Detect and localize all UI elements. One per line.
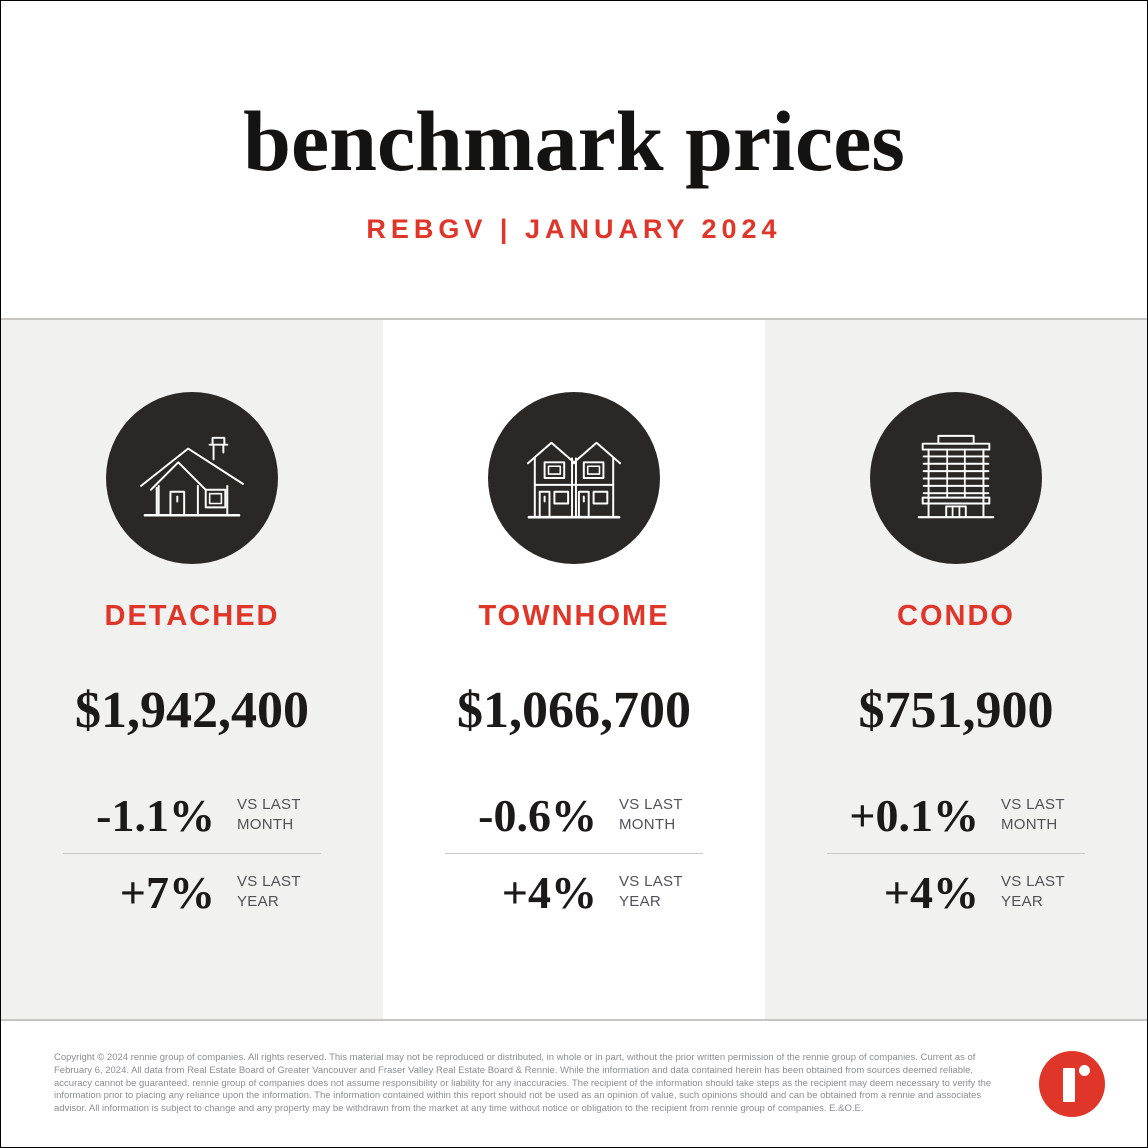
column-townhome: TOWNHOME $1,066,700 -0.6% VS LAST MONTH … <box>383 320 765 1019</box>
footer: Copyright © 2024 rennie group of compani… <box>1 1021 1147 1147</box>
column-condo: CONDO $751,900 +0.1% VS LAST MONTH +4% V… <box>765 320 1147 1019</box>
stats-townhome: -0.6% VS LAST MONTH +4% VS LAST YEAR <box>445 777 703 930</box>
main-columns: DETACHED $1,942,400 -1.1% VS LAST MONTH … <box>1 320 1147 1021</box>
stats-detached: -1.1% VS LAST MONTH +7% VS LAST YEAR <box>63 777 321 930</box>
stat-value: -1.1% <box>96 789 215 841</box>
page-title: benchmark prices <box>243 93 905 189</box>
townhome-icon <box>488 392 660 564</box>
benchmark-price-detached: $1,942,400 <box>75 682 309 739</box>
header: benchmark prices REBGV | JANUARY 2024 <box>1 1 1147 320</box>
stat-divider <box>63 853 321 854</box>
stat-label: VS LAST MONTH <box>619 795 683 833</box>
rennie-logo-icon <box>1039 1051 1105 1117</box>
stat-value: -0.6% <box>478 789 597 841</box>
stat-value: +4% <box>501 866 597 918</box>
stat-value: +4% <box>883 866 979 918</box>
stat-vs-last-year: +4% VS LAST YEAR <box>827 854 1085 930</box>
category-label-condo: CONDO <box>897 600 1015 632</box>
stat-divider <box>827 853 1085 854</box>
stat-vs-last-year: +4% VS LAST YEAR <box>445 854 703 930</box>
stat-value: +0.1% <box>849 789 979 841</box>
page-subtitle: REBGV | JANUARY 2024 <box>366 214 782 244</box>
disclaimer-text: Copyright © 2024 rennie group of compani… <box>54 1051 992 1115</box>
category-label-detached: DETACHED <box>104 600 280 632</box>
stat-label: VS LAST YEAR <box>1001 872 1065 910</box>
stat-label: VS LAST YEAR <box>619 872 683 910</box>
category-label-townhome: TOWNHOME <box>478 600 670 632</box>
stat-divider <box>445 853 703 854</box>
stat-label: VS LAST MONTH <box>237 795 301 833</box>
benchmark-price-condo: $751,900 <box>858 682 1054 739</box>
stat-vs-last-month: -1.1% VS LAST MONTH <box>63 777 321 853</box>
stat-label: VS LAST YEAR <box>237 872 301 910</box>
rennie-logo-bar <box>1063 1068 1075 1102</box>
stat-label: VS LAST MONTH <box>1001 795 1065 833</box>
stats-condo: +0.1% VS LAST MONTH +4% VS LAST YEAR <box>827 777 1085 930</box>
benchmark-price-townhome: $1,066,700 <box>457 682 691 739</box>
stat-value: +7% <box>119 866 215 918</box>
detached-house-icon <box>106 392 278 564</box>
rennie-logo-dot <box>1079 1065 1090 1076</box>
column-detached: DETACHED $1,942,400 -1.1% VS LAST MONTH … <box>1 320 383 1019</box>
stat-vs-last-year: +7% VS LAST YEAR <box>63 854 321 930</box>
stat-vs-last-month: +0.1% VS LAST MONTH <box>827 777 1085 853</box>
stat-vs-last-month: -0.6% VS LAST MONTH <box>445 777 703 853</box>
condo-building-icon <box>870 392 1042 564</box>
